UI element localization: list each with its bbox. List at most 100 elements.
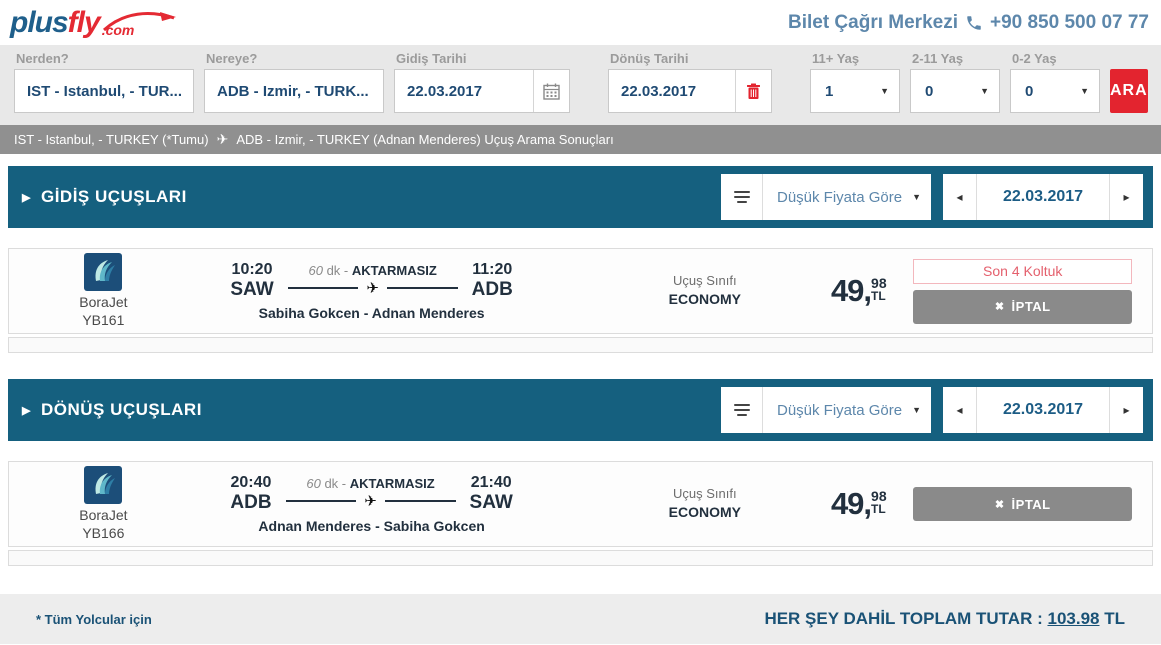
borajet-logo xyxy=(84,253,123,291)
stops-label: AKTARMASIZ xyxy=(349,475,435,491)
duration-unit: dk - xyxy=(326,262,349,278)
price-main: 49, xyxy=(830,486,872,521)
inbound-empty-strip xyxy=(8,550,1153,566)
clear-return-date-button[interactable] xyxy=(735,70,771,112)
class-value: ECONOMY xyxy=(668,504,741,521)
outbound-flight-row[interactable]: BoraJet YB161 10:20 SAW 60 dk - AKTARMAS… xyxy=(8,248,1153,334)
price-fraction: 98 xyxy=(871,488,887,504)
inbound-sort-select[interactable]: Düşük Fiyata Göre ▼ xyxy=(763,387,931,433)
flight-number: YB161 xyxy=(82,311,125,328)
departure-block: 20:40 ADB xyxy=(230,474,271,514)
inbound-section: ▶ DÖNÜŞ UÇUŞLARI Düşük Fiyata Göre ▼ ◂ 2… xyxy=(8,379,1153,566)
outbound-nav-date: 22.03.2017 xyxy=(1002,188,1084,205)
logo-fly-text: fly xyxy=(67,5,101,39)
adults-select[interactable]: 1 ▼ xyxy=(810,69,900,113)
sort-value: Düşük Fiyata Göre xyxy=(777,188,903,206)
flight-times-block: 20:40 ADB 60 dk - AKTARMASIZ ✈ xyxy=(198,474,546,534)
price-block: 49, 98 TL xyxy=(804,273,913,309)
next-day-button[interactable]: ▸ xyxy=(1109,387,1143,433)
to-input[interactable] xyxy=(205,70,383,112)
departure-time: 10:20 xyxy=(231,260,273,278)
flight-times-block: 10:20 SAW 60 dk - AKTARMASIZ ✈ xyxy=(198,261,546,321)
arrival-block: 21:40 SAW xyxy=(470,474,513,514)
results-area: ▶ GİDİŞ UÇUŞLARI Düşük Fiyata Göre ▼ ◂ 2… xyxy=(0,154,1161,566)
plane-icon: ✈ xyxy=(366,279,379,297)
plusfly-logo[interactable]: plus fly .com xyxy=(10,5,176,40)
class-label: Uçuş Sınıfı xyxy=(673,273,737,289)
prev-day-button[interactable]: ◂ xyxy=(943,174,977,220)
calendar-icon xyxy=(543,83,560,100)
next-day-button[interactable]: ▸ xyxy=(1109,174,1143,220)
price-block: 49, 98 TL xyxy=(804,486,913,522)
class-label: Uçuş Sınıfı xyxy=(673,486,737,502)
airline-name: BoraJet xyxy=(79,507,128,523)
sort-icon[interactable] xyxy=(721,174,763,220)
inbound-date-nav: ◂ 22.03.2017 ▸ xyxy=(943,387,1143,433)
logo-plus-text: plus xyxy=(10,5,69,39)
inbound-sort-control: Düşük Fiyata Göre ▼ xyxy=(721,387,931,433)
price-currency: TL xyxy=(871,502,886,516)
calendar-button[interactable] xyxy=(533,70,569,112)
field-to: Nereye? xyxy=(204,50,384,113)
flight-number: YB166 xyxy=(82,524,125,541)
call-center-info: Bilet Çağrı Merkezi +90 850 500 07 77 xyxy=(788,12,1149,34)
duration-unit: dk - xyxy=(324,475,347,491)
top-bar: plus fly .com Bilet Çağrı Merkezi +90 85… xyxy=(0,0,1161,45)
flight-class-block: Uçuş Sınıfı ECONOMY xyxy=(605,485,804,523)
adults-value: 1 xyxy=(825,82,834,100)
from-input[interactable] xyxy=(15,70,193,112)
duration-value: 60 xyxy=(306,475,321,491)
outbound-cancel-button[interactable]: ✖ İPTAL xyxy=(913,289,1132,324)
airline-name: BoraJet xyxy=(79,294,128,310)
field-from: Nerden? xyxy=(14,50,194,113)
inbound-cancel-button[interactable]: ✖ İPTAL xyxy=(913,487,1132,521)
sort-value: Düşük Fiyata Göre xyxy=(777,401,903,419)
route-airports: Adnan Menderes - Sabiha Gokcen xyxy=(258,518,485,535)
departure-airport-code: ADB xyxy=(230,492,272,514)
duration-block: 60 dk - AKTARMASIZ ✈ xyxy=(285,474,456,509)
outbound-empty-strip xyxy=(8,337,1153,353)
field-adults: 11+ Yaş 1 ▼ xyxy=(810,50,900,113)
prev-day-button[interactable]: ◂ xyxy=(943,387,977,433)
inbound-flight-row[interactable]: BoraJet YB166 20:40 ADB 60 dk - AKTARMAS… xyxy=(8,461,1153,547)
borajet-logo xyxy=(84,466,123,504)
duration-block: 60 dk - AKTARMASIZ ✈ xyxy=(287,261,458,297)
outbound-date-nav: ◂ 22.03.2017 ▸ xyxy=(943,174,1143,220)
outbound-sort-control: Düşük Fiyata Göre ▼ xyxy=(721,174,931,220)
airline-block: BoraJet YB161 xyxy=(9,253,198,329)
search-button[interactable]: ARA xyxy=(1110,69,1148,113)
children-value: 0 xyxy=(925,82,934,100)
infants-label: 0-2 Yaş xyxy=(1012,51,1057,66)
field-infants: 0-2 Yaş 0 ▼ xyxy=(1010,50,1100,113)
call-center-phone[interactable]: +90 850 500 07 77 xyxy=(989,11,1149,33)
stops-label: AKTARMASIZ xyxy=(351,262,437,278)
breadcrumb-to: ADB - Izmir, - TURKEY (Adnan Menderes) U… xyxy=(236,132,614,147)
flight-class-block: Uçuş Sınıfı ECONOMY xyxy=(605,272,804,310)
triangle-right-icon: ▶ xyxy=(22,404,31,417)
chevron-down-icon: ▼ xyxy=(980,86,989,96)
class-value: ECONOMY xyxy=(668,291,741,308)
price-currency: TL xyxy=(871,289,886,303)
call-center-label: Bilet Çağrı Merkezi xyxy=(787,11,958,33)
depart-date-label: Gidiş Tarihi xyxy=(396,51,467,66)
breadcrumb-from: IST - Istanbul, - TURKEY (*Tumu) xyxy=(14,132,209,147)
children-select[interactable]: 0 ▼ xyxy=(910,69,1000,113)
to-label: Nereye? xyxy=(206,51,258,66)
total-footer: * Tüm Yolcular için HER ŞEY DAHİL TOPLAM… xyxy=(0,594,1161,644)
depart-date-input[interactable] xyxy=(395,70,533,112)
outbound-sort-select[interactable]: Düşük Fiyata Göre ▼ xyxy=(763,174,931,220)
infants-select[interactable]: 0 ▼ xyxy=(1010,69,1100,113)
return-date-input[interactable] xyxy=(609,70,735,112)
sort-icon[interactable] xyxy=(721,387,763,433)
inbound-title: ▶ DÖNÜŞ UÇUŞLARI xyxy=(22,400,202,419)
adults-label: 11+ Yaş xyxy=(812,51,860,66)
field-return-date: Dönüş Tarihi xyxy=(608,50,772,113)
outbound-section-header: ▶ GİDİŞ UÇUŞLARI Düşük Fiyata Göre ▼ ◂ 2… xyxy=(8,166,1153,228)
duration-value: 60 xyxy=(308,262,323,278)
route-airports: Sabiha Gokcen - Adnan Menderes xyxy=(258,305,485,322)
departure-block: 10:20 SAW xyxy=(230,261,273,301)
close-icon: ✖ xyxy=(994,498,1005,511)
arrival-airport-code: ADB xyxy=(471,279,513,301)
inbound-nav-date: 22.03.2017 xyxy=(1002,401,1084,418)
phone-icon xyxy=(967,15,981,30)
